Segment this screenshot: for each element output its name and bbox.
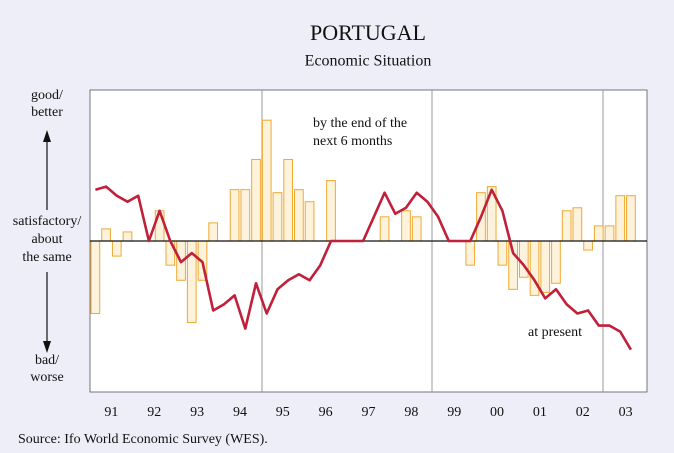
bar <box>615 195 626 242</box>
arrow-head <box>43 130 51 142</box>
bar <box>283 158 294 242</box>
bar <box>229 189 240 242</box>
x-tick-label: 95 <box>276 405 290 420</box>
y-label: bad/ <box>35 353 59 368</box>
arrow-head <box>43 341 51 353</box>
x-tick-label: 97 <box>362 405 376 420</box>
x-tick-label: 92 <box>147 405 161 420</box>
annotation: by the end of the <box>313 116 407 131</box>
bar <box>111 240 122 257</box>
bar <box>379 216 390 242</box>
x-tick-label: 98 <box>404 405 418 420</box>
x-tick-label: 96 <box>319 405 333 420</box>
bar <box>626 195 636 242</box>
bar <box>251 158 261 242</box>
bar <box>294 189 304 242</box>
bar <box>240 189 251 242</box>
y-label: better <box>31 105 63 120</box>
bar <box>101 228 111 242</box>
bar <box>561 210 572 242</box>
bar <box>326 180 336 242</box>
y-label: about <box>31 232 62 247</box>
chart-subtitle: Economic Situation <box>305 53 432 70</box>
bar <box>208 222 219 242</box>
bar <box>497 240 508 266</box>
y-label: good/ <box>31 88 63 103</box>
x-tick-label: 91 <box>104 405 118 420</box>
x-tick-label: 03 <box>619 405 633 420</box>
x-tick-label: 93 <box>190 405 204 420</box>
bar <box>401 210 411 242</box>
y-label: satisfactory/ <box>13 214 82 229</box>
line <box>95 185 633 351</box>
x-tick-label: 00 <box>490 405 504 420</box>
bar <box>122 231 133 242</box>
bar <box>304 201 315 242</box>
bar <box>154 210 165 242</box>
x-tick-label: 02 <box>576 405 590 420</box>
bar <box>272 192 283 242</box>
bar <box>604 225 615 242</box>
y-label: the same <box>22 250 71 265</box>
y-label: worse <box>30 370 63 385</box>
bar <box>593 225 604 242</box>
x-tick-label: 94 <box>233 405 247 420</box>
annotation: next 6 months <box>313 134 392 149</box>
bar <box>261 119 272 242</box>
bar <box>572 207 583 242</box>
source: Source: Ifo World Economic Survey (WES). <box>18 432 268 447</box>
bar <box>540 240 551 293</box>
bar <box>518 240 529 278</box>
x-tick-label: 99 <box>447 405 461 420</box>
bar <box>583 240 593 251</box>
bar <box>551 240 561 284</box>
annotation: at present <box>528 325 582 340</box>
bar <box>411 216 422 242</box>
chart-title: PORTUGAL <box>310 20 426 45</box>
bar <box>90 240 101 314</box>
x-tick-label: 01 <box>533 405 547 420</box>
bar <box>465 240 476 266</box>
